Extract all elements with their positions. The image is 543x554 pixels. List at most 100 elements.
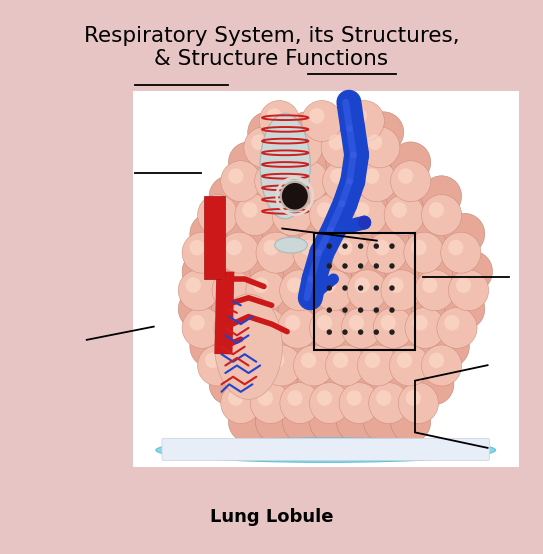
Circle shape [256, 232, 296, 273]
Circle shape [228, 168, 243, 184]
Circle shape [205, 202, 220, 218]
Circle shape [342, 307, 348, 313]
Circle shape [281, 182, 309, 211]
Circle shape [405, 307, 445, 348]
Circle shape [178, 289, 218, 330]
Circle shape [237, 352, 252, 368]
Circle shape [269, 352, 284, 368]
Circle shape [365, 352, 380, 368]
Circle shape [429, 202, 444, 218]
Circle shape [384, 364, 425, 405]
Circle shape [253, 315, 268, 331]
Circle shape [421, 345, 462, 386]
Circle shape [444, 315, 459, 331]
Circle shape [229, 142, 269, 183]
Circle shape [355, 278, 370, 293]
Circle shape [280, 270, 320, 311]
Circle shape [230, 345, 270, 386]
Circle shape [190, 326, 230, 367]
Circle shape [345, 289, 385, 330]
Circle shape [182, 307, 222, 348]
Circle shape [359, 127, 400, 168]
Text: Respiratory System, its Structures,
& Structure Functions: Respiratory System, its Structures, & St… [84, 26, 459, 69]
Circle shape [421, 176, 462, 217]
Circle shape [452, 251, 493, 292]
Circle shape [358, 243, 363, 249]
Circle shape [347, 270, 387, 311]
Circle shape [344, 100, 384, 141]
Circle shape [326, 142, 366, 183]
Circle shape [419, 251, 459, 292]
Circle shape [398, 168, 413, 184]
Circle shape [310, 402, 350, 443]
Circle shape [358, 330, 363, 335]
Circle shape [421, 194, 462, 235]
Circle shape [441, 232, 481, 273]
Circle shape [389, 307, 395, 313]
Circle shape [326, 263, 332, 269]
Circle shape [326, 307, 332, 313]
Circle shape [226, 240, 242, 255]
Circle shape [456, 278, 471, 293]
Circle shape [342, 285, 348, 291]
Circle shape [329, 135, 344, 150]
Circle shape [342, 307, 382, 348]
FancyBboxPatch shape [162, 438, 489, 460]
Circle shape [352, 108, 367, 124]
Circle shape [374, 285, 379, 291]
Circle shape [293, 232, 333, 273]
Circle shape [342, 330, 348, 335]
Circle shape [280, 176, 320, 217]
Circle shape [406, 390, 421, 406]
Circle shape [242, 202, 257, 218]
Circle shape [267, 108, 282, 124]
Circle shape [339, 383, 379, 424]
Circle shape [250, 383, 291, 424]
Circle shape [330, 168, 345, 184]
Circle shape [411, 240, 426, 255]
Circle shape [374, 243, 379, 249]
Circle shape [381, 315, 396, 331]
Circle shape [277, 307, 318, 348]
Circle shape [357, 345, 397, 386]
Circle shape [381, 270, 421, 311]
Circle shape [445, 289, 485, 330]
Circle shape [358, 263, 363, 269]
Circle shape [384, 194, 424, 235]
Circle shape [182, 232, 222, 273]
Circle shape [219, 232, 259, 273]
Circle shape [228, 390, 243, 406]
Circle shape [317, 251, 357, 292]
Circle shape [389, 330, 395, 335]
Circle shape [190, 240, 205, 255]
Bar [204, 196, 225, 279]
Circle shape [246, 270, 286, 311]
Circle shape [346, 390, 362, 406]
Circle shape [389, 345, 430, 386]
Circle shape [351, 251, 391, 292]
Circle shape [325, 345, 365, 386]
Circle shape [342, 263, 348, 269]
Circle shape [355, 364, 395, 405]
Circle shape [358, 307, 363, 313]
Circle shape [238, 364, 279, 405]
Circle shape [282, 402, 323, 443]
Circle shape [326, 364, 366, 405]
Circle shape [326, 330, 332, 335]
Circle shape [367, 232, 407, 273]
Circle shape [244, 127, 284, 168]
Circle shape [315, 176, 356, 217]
Circle shape [262, 168, 277, 184]
Circle shape [282, 127, 323, 168]
Circle shape [186, 278, 201, 293]
Circle shape [280, 202, 295, 218]
Circle shape [445, 213, 485, 254]
Circle shape [397, 352, 412, 368]
Circle shape [272, 194, 312, 235]
Circle shape [253, 278, 268, 293]
Circle shape [280, 383, 320, 424]
Circle shape [212, 289, 252, 330]
Circle shape [414, 364, 454, 405]
Circle shape [260, 100, 300, 141]
Circle shape [289, 161, 329, 202]
